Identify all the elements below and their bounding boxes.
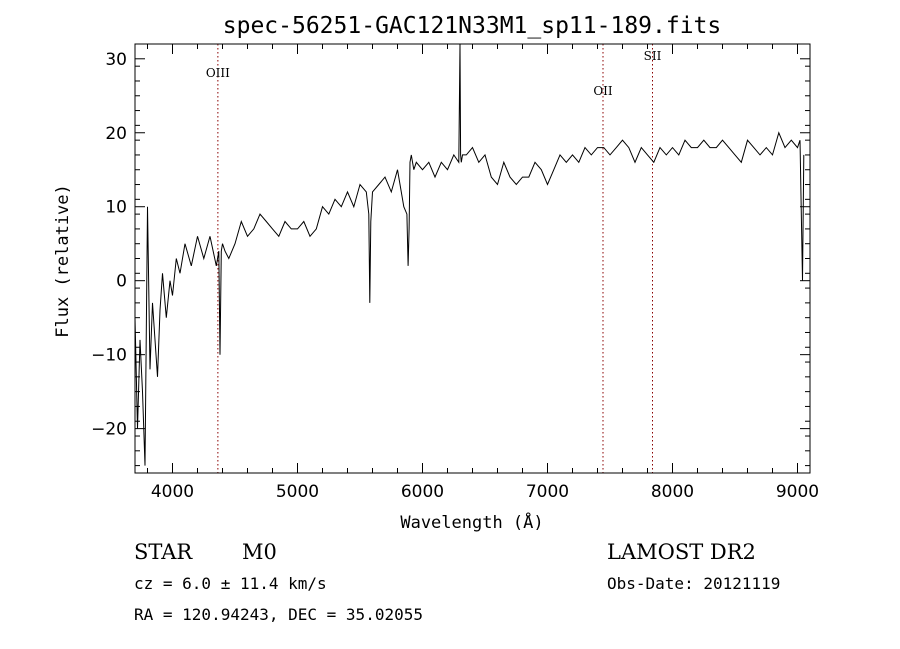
spectral-subclass: M0 bbox=[242, 540, 277, 564]
emission-line-label: OII bbox=[593, 84, 613, 98]
x-axis-label: Wavelength (Å) bbox=[400, 511, 543, 533]
y-tick-label: −20 bbox=[91, 420, 127, 440]
obs-date-readout: Obs-Date: 20121119 bbox=[607, 574, 780, 593]
survey-name: LAMOST DR2 bbox=[607, 540, 756, 564]
x-tick-label: 9000 bbox=[776, 482, 819, 502]
x-tick-label: 8000 bbox=[651, 482, 694, 502]
plot-area: OIII OII SII 4000 5000 6000 7000 8000 9000 −20 −10… bbox=[91, 43, 819, 502]
chart-title: spec-56251-GAC121N33M1_sp11-189.fits bbox=[223, 13, 722, 39]
x-tick-label: 5000 bbox=[276, 482, 319, 502]
spectrum-line bbox=[134, 43, 805, 466]
y-tick-label: 20 bbox=[105, 124, 127, 144]
y-tick-label: 0 bbox=[116, 272, 127, 292]
y-tick-label: 10 bbox=[105, 198, 127, 218]
y-tick-label: 30 bbox=[105, 50, 127, 70]
redshift-readout: cz = 6.0 ± 11.4 km/s bbox=[134, 574, 327, 593]
y-tick-label: −10 bbox=[91, 346, 127, 366]
emission-line-label: OIII bbox=[206, 66, 230, 80]
x-tick-label: 4000 bbox=[151, 482, 194, 502]
x-tick-label: 7000 bbox=[526, 482, 569, 502]
coordinates-readout: RA = 120.94243, DEC = 35.02055 bbox=[134, 605, 423, 624]
x-tick-label: 6000 bbox=[401, 482, 444, 502]
y-axis-label: Flux (relative) bbox=[53, 184, 73, 338]
emission-line-label: SII bbox=[644, 49, 662, 63]
object-class: STAR bbox=[134, 540, 193, 564]
plot-frame bbox=[134, 43, 811, 474]
